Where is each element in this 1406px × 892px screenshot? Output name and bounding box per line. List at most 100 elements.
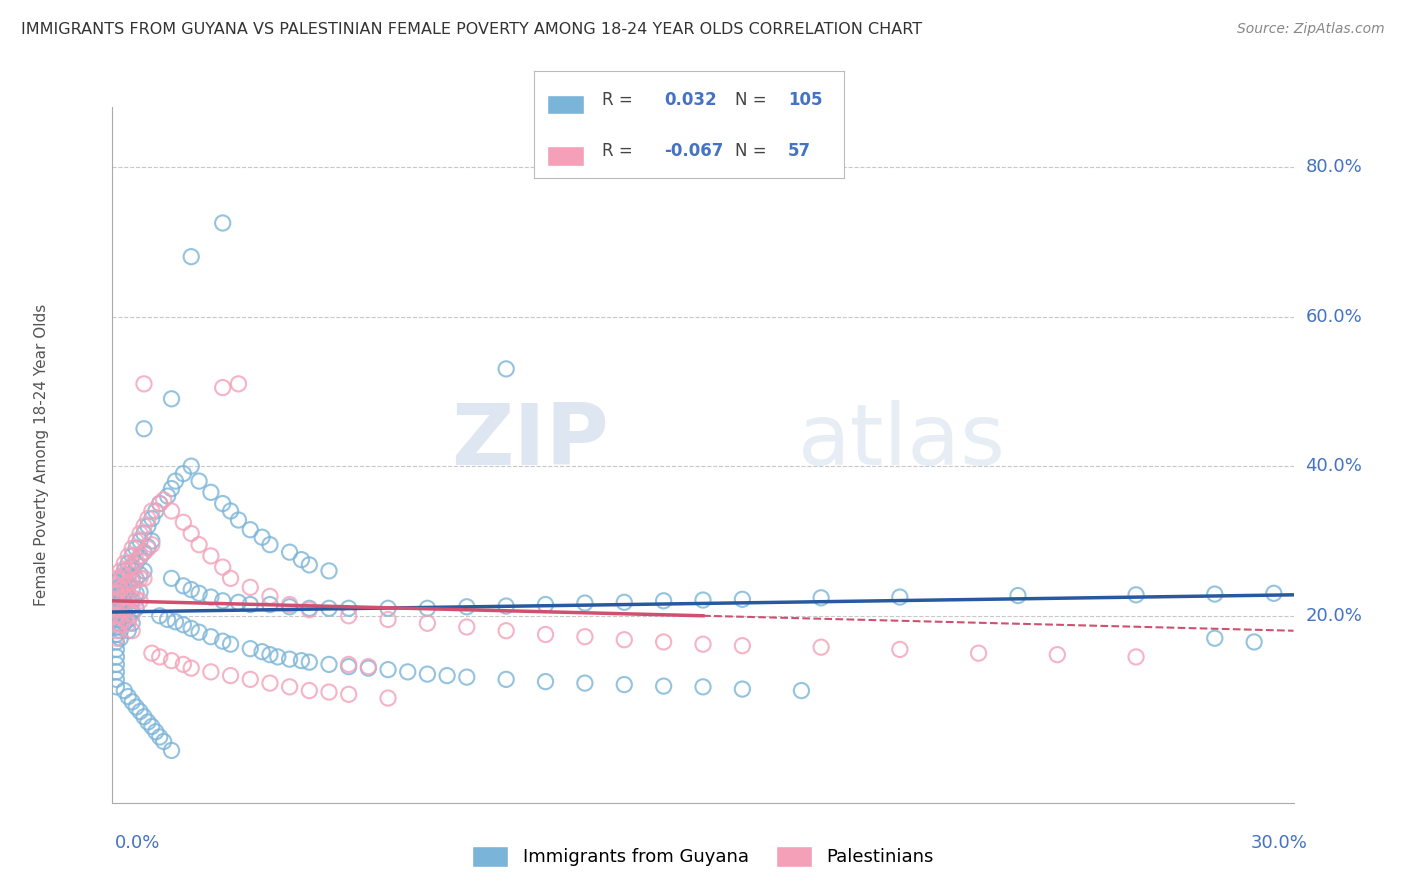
Point bbox=[172, 515, 194, 529]
Legend: Immigrants from Guyana, Palestinians: Immigrants from Guyana, Palestinians bbox=[465, 838, 941, 874]
Point bbox=[110, 591, 132, 605]
Point bbox=[534, 627, 557, 641]
Point bbox=[121, 624, 143, 638]
Point bbox=[105, 631, 128, 645]
Point bbox=[141, 533, 163, 548]
Point bbox=[117, 624, 139, 638]
Point bbox=[121, 616, 143, 631]
Point bbox=[692, 680, 714, 694]
Text: -0.067: -0.067 bbox=[664, 142, 724, 160]
Point bbox=[117, 690, 139, 704]
Point bbox=[219, 571, 242, 585]
Point bbox=[112, 613, 135, 627]
Point bbox=[121, 607, 143, 622]
Point bbox=[889, 590, 911, 604]
Point bbox=[456, 599, 478, 614]
Point bbox=[200, 590, 222, 604]
Point bbox=[613, 632, 636, 647]
Point bbox=[250, 645, 273, 659]
Point bbox=[613, 595, 636, 609]
Point bbox=[298, 601, 321, 615]
Point bbox=[1007, 589, 1029, 603]
Point bbox=[1204, 631, 1226, 645]
Point bbox=[117, 590, 139, 604]
Point bbox=[112, 564, 135, 578]
Point bbox=[211, 560, 233, 574]
Point bbox=[112, 571, 135, 585]
Point bbox=[129, 594, 152, 608]
Bar bbox=[547, 95, 583, 114]
Point bbox=[125, 601, 148, 615]
Point bbox=[211, 594, 233, 608]
Point bbox=[219, 668, 242, 682]
Point bbox=[105, 608, 128, 623]
Point bbox=[396, 665, 419, 679]
Text: 105: 105 bbox=[787, 91, 823, 109]
Point bbox=[180, 661, 202, 675]
Point bbox=[534, 674, 557, 689]
Point bbox=[357, 661, 380, 675]
Point bbox=[132, 710, 155, 724]
Point bbox=[105, 575, 128, 590]
Point bbox=[259, 598, 281, 612]
Point bbox=[117, 557, 139, 571]
Point bbox=[129, 549, 152, 563]
Point bbox=[250, 530, 273, 544]
Point bbox=[889, 642, 911, 657]
Point bbox=[211, 634, 233, 648]
Point bbox=[172, 467, 194, 481]
Point bbox=[259, 676, 281, 690]
Point bbox=[105, 680, 128, 694]
Point bbox=[141, 504, 163, 518]
Point bbox=[121, 560, 143, 574]
Text: 0.032: 0.032 bbox=[664, 91, 717, 109]
Point bbox=[357, 659, 380, 673]
Point bbox=[278, 652, 301, 666]
Point bbox=[149, 608, 172, 623]
Point bbox=[112, 579, 135, 593]
Point bbox=[112, 594, 135, 608]
Point bbox=[652, 594, 675, 608]
Point bbox=[112, 557, 135, 571]
Point bbox=[456, 620, 478, 634]
Point bbox=[105, 571, 128, 585]
Point bbox=[160, 743, 183, 757]
Point bbox=[228, 595, 250, 609]
Point bbox=[110, 617, 132, 632]
Point bbox=[117, 601, 139, 615]
Point bbox=[121, 591, 143, 605]
Point bbox=[810, 640, 832, 655]
Point bbox=[165, 615, 187, 629]
Point bbox=[200, 485, 222, 500]
Point bbox=[180, 526, 202, 541]
Point bbox=[132, 564, 155, 578]
Point bbox=[172, 617, 194, 632]
Point bbox=[337, 659, 360, 673]
Point bbox=[211, 497, 233, 511]
Point bbox=[337, 657, 360, 672]
Point bbox=[141, 719, 163, 733]
Point bbox=[117, 562, 139, 576]
Point bbox=[495, 624, 517, 638]
Point bbox=[149, 497, 172, 511]
Point bbox=[180, 459, 202, 474]
Point bbox=[188, 625, 211, 640]
Point bbox=[110, 616, 132, 631]
Point bbox=[121, 695, 143, 709]
Point bbox=[121, 582, 143, 597]
Point bbox=[121, 541, 143, 556]
Point bbox=[136, 540, 159, 554]
Point bbox=[105, 586, 128, 600]
Text: Source: ZipAtlas.com: Source: ZipAtlas.com bbox=[1237, 22, 1385, 37]
Point bbox=[132, 545, 155, 559]
Point bbox=[110, 608, 132, 623]
Point bbox=[112, 601, 135, 615]
Point bbox=[416, 616, 439, 631]
Point bbox=[105, 616, 128, 631]
Point bbox=[652, 635, 675, 649]
Point bbox=[110, 601, 132, 615]
Point bbox=[219, 637, 242, 651]
Point bbox=[160, 571, 183, 585]
Point bbox=[132, 376, 155, 391]
Point bbox=[377, 691, 399, 706]
